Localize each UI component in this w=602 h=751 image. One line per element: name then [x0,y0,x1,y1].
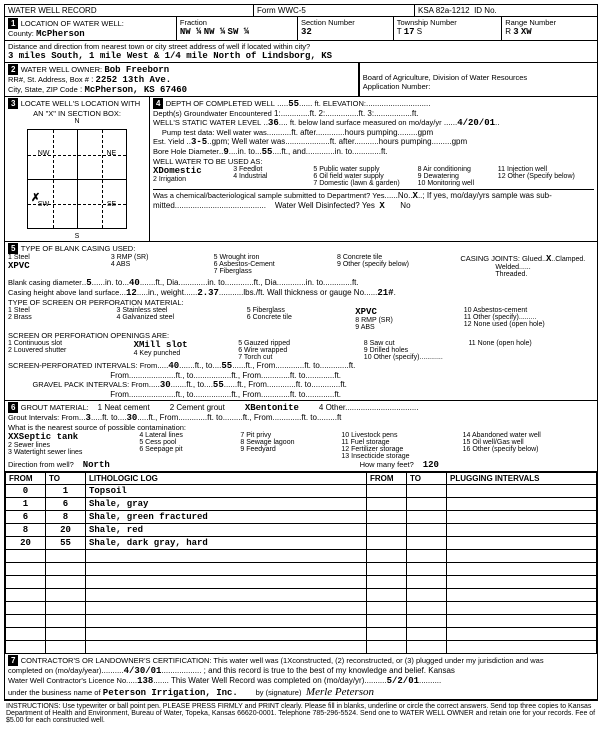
section-3: 3 [8,98,18,109]
casing-label: TYPE OF BLANK CASING USED: [21,244,136,253]
table-row [6,615,597,628]
static-label: WELL'S STATIC WATER LEVEL [153,118,261,127]
table-row: 16Shale, gray [6,498,597,511]
range-label: Range Number [505,18,556,27]
ksa: KSA 82a-1212 [418,6,470,15]
table-row: 820Shale, red [6,524,597,537]
static-date: 4/20/01 [457,118,495,128]
section-2: 2 [8,64,18,75]
range-r: R [505,27,511,36]
row-location: 1 LOCATION OF WATER WELL: County: McPher… [5,17,597,41]
gw-label: Depth(s) Groundwater Encountered [153,109,272,118]
north: N [8,118,146,125]
section-7: 7 [8,655,18,666]
form-header: WATER WELL RECORD Form WWC-5 KSA 82a-121… [5,5,597,17]
depth-ft: ft. ELEVATION: [315,99,366,108]
row-grout: 6 GROUT MATERIAL: 1 Neat cement 2 Cement… [5,401,597,472]
id-label: ID No. [474,6,497,15]
county-label: County: [8,29,34,38]
section-box: NW NE SW SE ✗ [27,129,127,229]
instructions: INSTRUCTIONS: Use typewriter or ball poi… [4,701,598,726]
loc-label: LOCATION OF WATER WELL: [21,19,124,28]
frac3: SW ¼ [228,27,250,37]
row-cert: 7 CONTRACTOR'S OR LANDOWNER'S CERTIFICAT… [5,654,597,700]
table-row [6,563,597,576]
twp-val: 17 [404,27,415,37]
form-title: WATER WELL RECORD [8,6,97,15]
secnum-val: 32 [301,27,312,37]
city-val: McPherson, KS 67460 [84,85,187,95]
bore1: 9 [223,147,228,157]
twp-t: T [397,27,402,36]
fraction-label: Fraction [180,18,207,27]
static-val: 36 [268,118,279,128]
secnum-label: Section Number [301,18,355,27]
dir-val: 3 miles South, 1 mile West & 1/4 mile No… [8,51,332,61]
range-val: 3 [513,27,518,37]
owner-label: WATER WELL OWNER: [21,65,102,74]
bore2: 55 [262,147,273,157]
table-row: 2055Shale, dark gray, hard [6,537,597,550]
table-row [6,628,597,641]
appnum-label: Application Number: [363,82,431,91]
depth-label: DEPTH OF COMPLETED WELL [166,99,275,108]
range-ew: XW [521,27,532,37]
row-direction: Distance and direction from nearest town… [5,41,597,63]
section-1: 1 [8,18,18,29]
section-6: 6 [8,402,18,413]
frac1: NW ¼ [180,27,202,37]
city-label: City, State, ZIP Code [8,85,78,94]
table-row [6,641,597,654]
water-well-form: WATER WELL RECORD Form WWC-5 KSA 82a-121… [4,4,598,701]
table-row [6,589,597,602]
county-val: McPherson [36,29,85,39]
sec3-label: LOCATE WELL'S LOCATION WITH [21,99,141,108]
nw: NW [38,150,50,157]
row-3-4: 3 LOCATE WELL'S LOCATION WITH AN "X" IN … [5,97,597,242]
se: SE [107,201,116,208]
form-num: Form WWC-5 [257,6,306,15]
twp-label: Township Number [397,18,457,27]
dir-label: Distance and direction from nearest town… [8,42,310,51]
section-4: 4 [153,98,163,109]
uses-grid: XDomestic2 Irrigation 3 Feedlot4 Industr… [153,166,594,187]
table-row: 01Topsoil [6,485,597,498]
owner-name: Bob Freeborn [104,65,169,75]
table-row: 68Shale, green fractured [6,511,597,524]
table-row [6,602,597,615]
est-val: 3-5 [191,137,207,147]
lithologic-table: FROM TO LITHOLOGIC LOG FROM TO PLUGGING … [5,472,597,654]
section-5: 5 [8,243,18,254]
table-row [6,576,597,589]
sec3-sub: AN "X" IN SECTION BOX: [8,109,146,118]
signature: Merle Peterson [306,686,374,698]
frac2: NW ¼ [204,27,226,37]
twp-s: S [417,27,422,36]
screen-label: TYPE OF SCREEN OR PERFORATION MATERIAL: [8,298,184,307]
table-row [6,550,597,563]
use-label: WELL WATER TO BE USED AS: [153,157,262,166]
row-owner: 2 WATER WELL OWNER: Bob Freeborn RR#, St… [5,63,597,97]
addr-val: 2252 13th Ave. [96,75,172,85]
x-mark: ✗ [31,191,40,204]
row-casing: 5 TYPE OF BLANK CASING USED: 1 SteelXPVC… [5,242,597,401]
south: S [8,233,146,240]
addr-label: RR#, St. Address, Box # [8,75,89,84]
table-header: FROM TO LITHOLOGIC LOG FROM TO PLUGGING … [6,473,597,485]
ne: NE [106,150,116,157]
board: Board of Agriculture, Division of Water … [363,73,527,82]
depth-val: 55 [288,99,299,109]
